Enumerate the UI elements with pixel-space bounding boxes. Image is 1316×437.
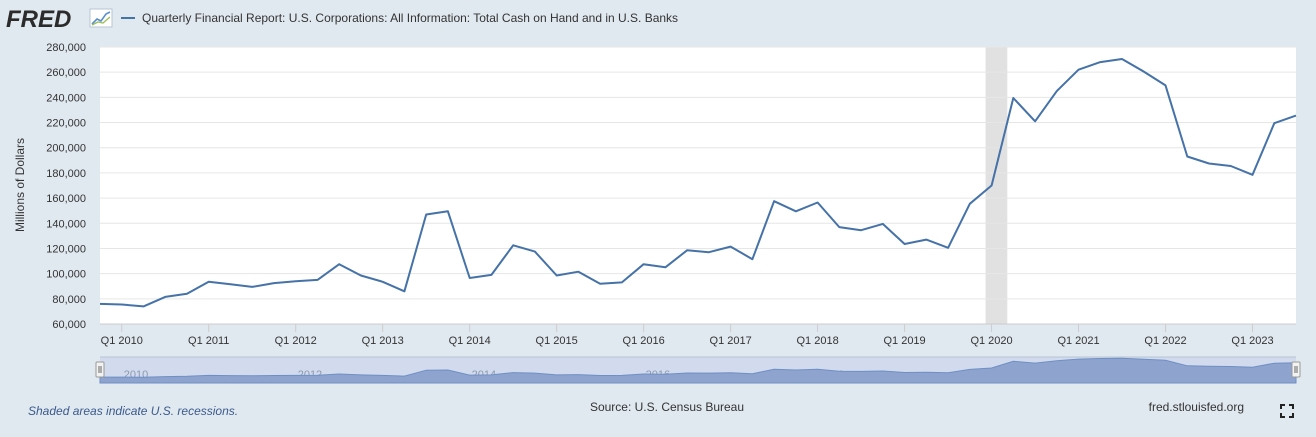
recession-note: Shaded areas indicate U.S. recessions. (28, 404, 238, 418)
site-link[interactable]: fred.stlouisfed.org (1149, 400, 1244, 414)
series-line (99, 58, 1297, 308)
x-tick-label: Q1 2015 (536, 335, 578, 347)
fred-graph-icon (89, 8, 113, 28)
y-tick-label: 240,000 (46, 92, 86, 104)
x-tick-label: Q1 2014 (449, 335, 491, 347)
y-tick-label: 260,000 (46, 67, 86, 79)
y-tick-label: 280,000 (46, 42, 86, 54)
x-axis-ticks: Q1 2010 Q1 2011 Q1 2012 Q1 2013 Q1 2014 Q1 20… (100, 323, 1296, 347)
x-tick-label: Q1 2019 (883, 335, 925, 347)
y-axis-ticks: 60,000 80,000 100,000 120,000 140,000 160,000… (46, 42, 86, 331)
x-tick-label: Q1 2012 (275, 335, 317, 347)
source-text: Source: U.S. Census Bureau (590, 400, 744, 414)
navigator-right-handle[interactable] (1291, 361, 1301, 378)
y-tick-label: 200,000 (46, 143, 86, 155)
y-tick-label: 220,000 (46, 118, 86, 130)
y-tick-label: 140,000 (46, 218, 86, 230)
navigator-series-area (99, 357, 1297, 384)
x-tick-label: Q1 2013 (362, 335, 404, 347)
y-tick-label: 180,000 (46, 168, 86, 180)
x-tick-label: Q1 2018 (796, 335, 838, 347)
navigator[interactable]: 2010201220142016201820202022 (95, 356, 1301, 384)
y-tick-label: 100,000 (46, 269, 86, 281)
y-tick-label: 80,000 (52, 294, 86, 306)
y-tick-label: 160,000 (46, 193, 86, 205)
x-tick-label: Q1 2017 (710, 335, 752, 347)
x-tick-label: Q1 2011 (188, 335, 229, 347)
legend-series-title: Quarterly Financial Report: U.S. Corpora… (142, 11, 678, 25)
fullscreen-icon[interactable] (1280, 404, 1294, 418)
plot-background (100, 47, 1296, 324)
fred-logo[interactable]: FRED (6, 6, 113, 33)
x-tick-label: Q1 2022 (1144, 335, 1186, 347)
x-tick-label: Q1 2020 (970, 335, 1012, 347)
y-tick-label: 60,000 (52, 319, 86, 331)
x-tick-label: Q1 2023 (1231, 335, 1273, 347)
recession-band (985, 47, 1008, 324)
x-tick-label: Q1 2021 (1057, 335, 1099, 347)
fred-logo-text: FRED (6, 6, 71, 33)
legend: Quarterly Financial Report: U.S. Corpora… (121, 11, 678, 25)
y-tick-label: 120,000 (46, 243, 86, 255)
x-tick-label: Q1 2010 (101, 335, 143, 347)
recession-bands (985, 47, 1008, 324)
y-axis-title: Millions of Dollars (13, 138, 27, 232)
series-lines (99, 58, 1297, 308)
x-tick-label: Q1 2016 (623, 335, 665, 347)
navigator-left-handle[interactable] (95, 361, 105, 378)
grid-lines (100, 46, 1296, 325)
